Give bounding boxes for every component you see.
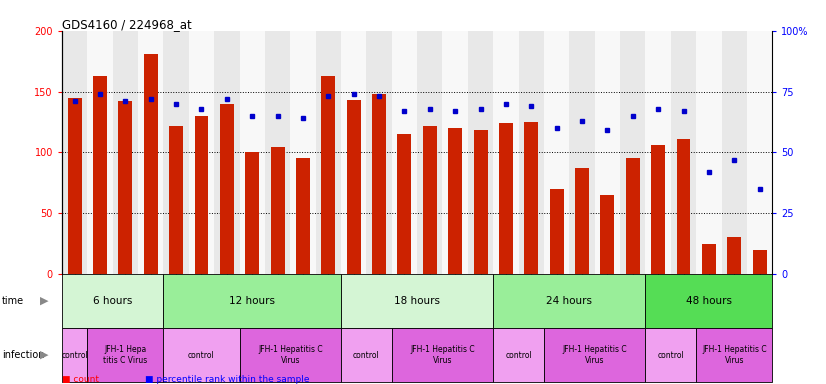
Bar [265, 31, 290, 274]
Bar [493, 274, 645, 328]
Bar [493, 328, 544, 382]
Text: JFH-1 Hepatitis C
Virus: JFH-1 Hepatitis C Virus [258, 345, 323, 365]
Bar [220, 104, 234, 274]
Bar [722, 31, 747, 274]
Bar [88, 31, 112, 274]
Bar [316, 31, 341, 274]
Text: 12 hours: 12 hours [230, 296, 275, 306]
Bar [290, 31, 316, 274]
Text: 18 hours: 18 hours [394, 296, 440, 306]
Bar [214, 31, 240, 274]
Bar [194, 116, 208, 274]
Text: ■ count: ■ count [62, 375, 99, 384]
Bar [169, 126, 183, 274]
Text: infection: infection [2, 350, 44, 360]
Bar [392, 31, 417, 274]
Text: JFH-1 Hepatitis C
Virus: JFH-1 Hepatitis C Virus [411, 345, 475, 365]
Text: control: control [657, 351, 684, 359]
Text: control: control [506, 351, 532, 359]
Bar [620, 31, 645, 274]
Bar [88, 328, 164, 382]
Text: 24 hours: 24 hours [546, 296, 592, 306]
Text: ■ percentile rank within the sample: ■ percentile rank within the sample [145, 375, 309, 384]
Text: time: time [2, 296, 24, 306]
Bar [347, 100, 361, 274]
Bar [449, 128, 463, 274]
Bar [392, 328, 493, 382]
Bar [341, 31, 367, 274]
Bar [544, 31, 569, 274]
Bar [473, 131, 487, 274]
Bar [321, 76, 335, 274]
Text: control: control [188, 351, 215, 359]
Bar [696, 328, 772, 382]
Bar [696, 31, 722, 274]
Bar [747, 31, 772, 274]
Bar [417, 31, 443, 274]
Bar [138, 31, 164, 274]
Text: 48 hours: 48 hours [686, 296, 732, 306]
Bar [372, 94, 386, 274]
Text: control: control [61, 351, 88, 359]
Bar [68, 98, 82, 274]
Bar [189, 31, 214, 274]
Bar [752, 250, 767, 274]
Bar [240, 31, 265, 274]
Text: control: control [353, 351, 380, 359]
Bar [544, 328, 645, 382]
Bar [493, 31, 519, 274]
Text: GDS4160 / 224968_at: GDS4160 / 224968_at [62, 18, 192, 31]
Bar [645, 274, 772, 328]
Bar [525, 122, 539, 274]
Text: JFH-1 Hepatitis C
Virus: JFH-1 Hepatitis C Virus [563, 345, 627, 365]
Bar [144, 54, 158, 274]
Bar [93, 76, 107, 274]
Bar [626, 159, 640, 274]
Bar [468, 31, 493, 274]
Bar [676, 139, 691, 274]
Text: JFH-1 Hepa
titis C Virus: JFH-1 Hepa titis C Virus [103, 345, 148, 365]
Bar [727, 237, 741, 274]
Bar [575, 168, 589, 274]
Text: ▶: ▶ [40, 350, 48, 360]
Bar [118, 101, 132, 274]
Bar [651, 145, 665, 274]
Bar [271, 147, 285, 274]
Bar [499, 123, 513, 274]
Bar [549, 189, 563, 274]
Bar [164, 31, 189, 274]
Text: JFH-1 Hepatitis C
Virus: JFH-1 Hepatitis C Virus [702, 345, 767, 365]
Bar [62, 328, 88, 382]
Bar [671, 31, 696, 274]
Bar [240, 328, 341, 382]
Bar [423, 126, 437, 274]
Bar [397, 134, 411, 274]
Bar [341, 328, 392, 382]
Bar [62, 274, 164, 328]
Bar [595, 31, 620, 274]
Text: ▶: ▶ [40, 296, 48, 306]
Bar [296, 159, 310, 274]
Bar [443, 31, 468, 274]
Bar [601, 195, 615, 274]
Bar [164, 274, 341, 328]
Bar [245, 152, 259, 274]
Bar [367, 31, 392, 274]
Text: 6 hours: 6 hours [93, 296, 132, 306]
Bar [569, 31, 595, 274]
Bar [519, 31, 544, 274]
Bar [164, 328, 240, 382]
Bar [112, 31, 138, 274]
Bar [645, 328, 696, 382]
Bar [341, 274, 493, 328]
Bar [62, 31, 88, 274]
Bar [702, 243, 716, 274]
Bar [645, 31, 671, 274]
